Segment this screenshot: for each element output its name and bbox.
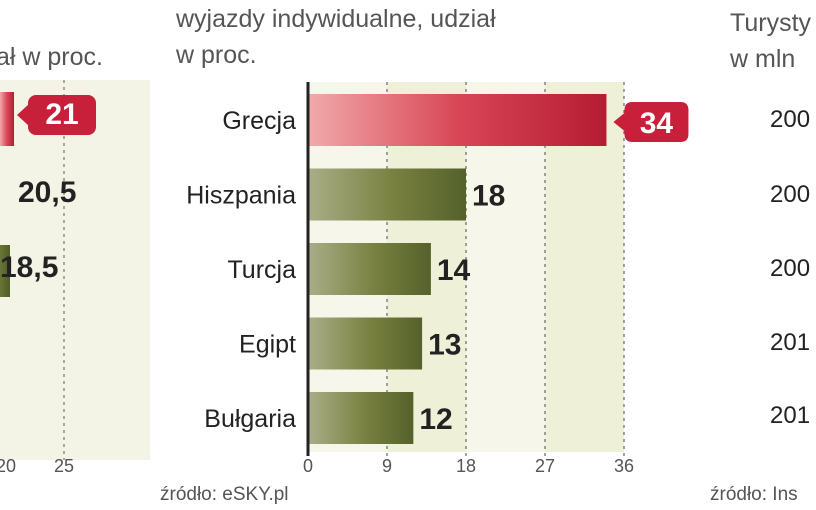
right-year-1: 200 bbox=[770, 106, 811, 133]
right-year-4: 201 bbox=[770, 329, 811, 356]
left-bar-1 bbox=[0, 92, 14, 146]
category-label: Egipt bbox=[239, 331, 296, 359]
chart-source: źródło: eSKY.pl bbox=[160, 484, 289, 505]
x-tick-label: 0 bbox=[303, 456, 313, 476]
chart-subtitle-line2: w proc. bbox=[176, 41, 257, 69]
left-plot-bg bbox=[0, 80, 150, 460]
right-panel-title-line1: Turysty bbox=[730, 9, 812, 37]
right-panel-title-line2: w mln bbox=[730, 45, 796, 73]
right-panel-source: źródło: Ins bbox=[710, 484, 798, 505]
left-bar-2 bbox=[0, 245, 10, 297]
bar bbox=[309, 243, 431, 295]
right-year-2: 200 bbox=[770, 181, 811, 208]
x-tick-label: 9 bbox=[382, 456, 392, 476]
value-label: 18 bbox=[472, 180, 505, 213]
value-label: 34 bbox=[640, 107, 674, 140]
left-value-badge: 21 bbox=[17, 95, 96, 135]
right-year-3: 200 bbox=[770, 255, 811, 282]
left-panel-subtitle: ał w proc. bbox=[0, 43, 103, 71]
chart-subtitle-line1: wyjazdy indywidualne, udział bbox=[176, 5, 496, 33]
left-value-2: 20,5 bbox=[18, 176, 77, 209]
left-tick-20: 20 bbox=[0, 456, 17, 476]
value-label: 13 bbox=[428, 329, 461, 362]
bar bbox=[309, 168, 466, 221]
category-label: Grecja bbox=[222, 107, 296, 135]
left-panel-bars bbox=[0, 80, 150, 460]
bar bbox=[309, 392, 414, 444]
x-tick-label: 36 bbox=[614, 456, 634, 476]
category-label: Turcja bbox=[227, 256, 296, 284]
left-tick-25: 25 bbox=[54, 456, 75, 476]
x-tick-label: 18 bbox=[456, 456, 476, 476]
value-label: 12 bbox=[419, 403, 452, 436]
category-label: Hiszpania bbox=[186, 182, 296, 210]
right-year-5: 201 bbox=[770, 402, 811, 429]
value-badge bbox=[613, 102, 689, 142]
x-tick-label: 27 bbox=[535, 456, 555, 476]
left-value-3: 18,5 bbox=[0, 251, 59, 284]
value-label: 14 bbox=[437, 254, 471, 287]
category-label: Bułgaria bbox=[204, 405, 296, 433]
bar bbox=[309, 94, 607, 146]
bar bbox=[309, 317, 423, 370]
